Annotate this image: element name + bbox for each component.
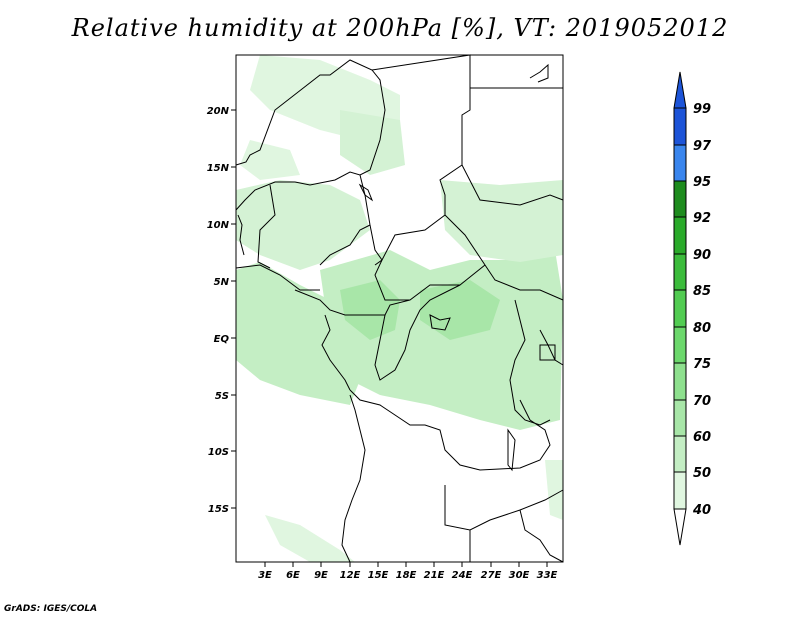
colorbar-label-80: 80 xyxy=(693,321,711,336)
colorbar-bin-90-92 xyxy=(673,216,687,255)
map-frame xyxy=(235,54,564,563)
chart-title: Relative humidity at 200hPa [%], VT: 201… xyxy=(71,14,729,42)
lon-label-27e: 27E xyxy=(481,570,502,581)
colorbar: 99 97 95 92 90 85 80 75 70 60 50 40 xyxy=(673,71,712,546)
lat-label-15s: 15S xyxy=(208,504,229,515)
lat-label-10n: 10N xyxy=(207,220,230,231)
lon-label-18e: 18E xyxy=(396,570,417,581)
colorbar-bin-75-80 xyxy=(673,326,687,364)
lon-label-33e: 33E xyxy=(537,570,558,581)
software-credit: GrADS: IGES/COLA xyxy=(4,604,98,614)
colorbar-top-arrow xyxy=(673,71,687,109)
colorbar-label-60: 60 xyxy=(693,430,711,445)
colorbar-bin-80-85 xyxy=(673,289,687,328)
borders xyxy=(235,54,564,563)
lon-label-24e: 24E xyxy=(452,570,473,581)
lat-label-20n: 20N xyxy=(207,106,230,117)
colorbar-bin-95-97 xyxy=(673,144,687,182)
colorbar-bin-60-70 xyxy=(673,399,687,437)
lat-label-5s: 5S xyxy=(215,391,229,402)
lat-label-15n: 15N xyxy=(207,163,230,174)
lon-label-30e: 30E xyxy=(509,570,530,581)
lon-label-12e: 12E xyxy=(340,570,361,581)
latitude-axis: 20N 15N 10N 5N EQ 5S 10S 15S xyxy=(207,106,236,515)
colorbar-bin-50-60 xyxy=(673,435,687,473)
lon-label-3e: 3E xyxy=(258,570,272,581)
colorbar-label-99: 99 xyxy=(693,102,711,117)
lon-label-21e: 21E xyxy=(424,570,445,581)
colorbar-bin-92-95 xyxy=(673,180,687,218)
colorbar-label-95: 95 xyxy=(693,175,711,190)
colorbar-bottom-arrow xyxy=(673,508,687,546)
colorbar-bin-85-90 xyxy=(673,253,687,291)
colorbar-label-90: 90 xyxy=(693,248,711,263)
colorbar-bin-97-99 xyxy=(673,107,687,146)
colorbar-label-70: 70 xyxy=(693,394,711,409)
colorbar-label-75: 75 xyxy=(693,357,711,372)
colorbar-label-92: 92 xyxy=(693,211,711,226)
colorbar-label-97: 97 xyxy=(693,139,712,154)
lat-label-eq: EQ xyxy=(214,334,230,345)
colorbar-bin-40-50 xyxy=(673,471,687,510)
lat-label-5n: 5N xyxy=(214,277,230,288)
lon-label-15e: 15E xyxy=(368,570,389,581)
lon-label-9e: 9E xyxy=(314,570,328,581)
colorbar-label-85: 85 xyxy=(693,284,711,299)
humidity-shading xyxy=(236,55,563,562)
longitude-axis: 3E 6E 9E 12E 15E 18E 21E 24E 27E 30E 33E xyxy=(258,562,558,581)
colorbar-label-50: 50 xyxy=(693,466,711,481)
colorbar-bin-70-75 xyxy=(673,362,687,401)
lon-label-6e: 6E xyxy=(286,570,300,581)
lat-label-10s: 10S xyxy=(208,447,229,458)
colorbar-label-40: 40 xyxy=(692,503,711,518)
